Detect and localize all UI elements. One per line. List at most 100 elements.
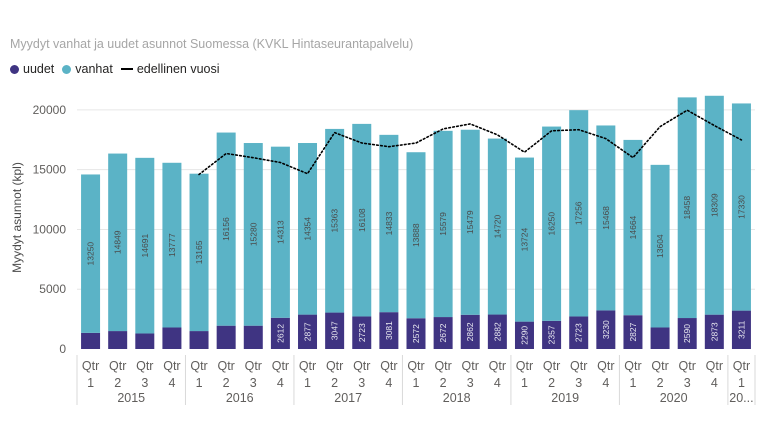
bar-uudet bbox=[189, 331, 209, 349]
x-tick-label-quarter: Qtr bbox=[516, 359, 533, 373]
data-label-vanhat: 17330 bbox=[736, 195, 746, 219]
bar-vanhat bbox=[569, 110, 589, 317]
x-tick-label-number: 1 bbox=[413, 376, 420, 390]
x-tick-label-number: 2 bbox=[440, 376, 447, 390]
x-year-label: 2017 bbox=[334, 391, 362, 405]
legend-label-edellinen: edellinen vuosi bbox=[136, 62, 220, 76]
bar-uudet bbox=[731, 310, 751, 349]
data-label-uudet: 2882 bbox=[492, 322, 502, 341]
x-year-label: 2020 bbox=[660, 391, 688, 405]
data-label-uudet: 2873 bbox=[709, 322, 719, 341]
y-tick-label: 0 bbox=[59, 342, 66, 356]
x-tick-label-quarter: Qtr bbox=[190, 359, 207, 373]
data-label-uudet: 2862 bbox=[465, 322, 475, 341]
x-tick-label-quarter: Qtr bbox=[462, 359, 479, 373]
x-tick-label-number: 2 bbox=[223, 376, 230, 390]
x-tick-label-quarter: Qtr bbox=[570, 359, 587, 373]
data-label-vanhat: 18458 bbox=[682, 196, 692, 220]
x-tick-label-number: 3 bbox=[467, 376, 474, 390]
data-label-vanhat: 13165 bbox=[194, 240, 204, 264]
x-tick-label-quarter: Qtr bbox=[624, 359, 641, 373]
data-label-uudet: 3230 bbox=[601, 320, 611, 339]
legend-item-vanhat[interactable]: vanhat bbox=[62, 62, 113, 76]
data-label-vanhat: 16108 bbox=[357, 208, 367, 232]
bar-uudet bbox=[704, 314, 724, 349]
legend-item-uudet[interactable]: uudet bbox=[10, 62, 54, 76]
data-label-uudet: 2590 bbox=[682, 324, 692, 343]
x-tick-label-quarter: Qtr bbox=[733, 359, 750, 373]
bar-vanhat bbox=[162, 162, 182, 328]
x-tick-label-number: 1 bbox=[738, 376, 745, 390]
bar-uudet bbox=[162, 327, 182, 349]
data-label-vanhat: 15579 bbox=[438, 212, 448, 236]
x-tick-label-quarter: Qtr bbox=[706, 359, 723, 373]
x-year-label: 2018 bbox=[443, 391, 471, 405]
x-tick-label-quarter: Qtr bbox=[434, 359, 451, 373]
x-tick-label-quarter: Qtr bbox=[489, 359, 506, 373]
y-tick-label: 5000 bbox=[39, 282, 66, 296]
data-label-vanhat: 15479 bbox=[465, 210, 475, 234]
data-label-uudet: 2827 bbox=[628, 322, 638, 341]
data-label-uudet: 2612 bbox=[275, 324, 285, 343]
data-label-uudet: 2672 bbox=[438, 323, 448, 342]
bar-uudet bbox=[596, 310, 616, 349]
x-tick-label-number: 2 bbox=[331, 376, 338, 390]
data-label-vanhat: 14833 bbox=[384, 211, 394, 235]
x-tick-label-quarter: Qtr bbox=[136, 359, 153, 373]
bar-vanhat bbox=[108, 153, 128, 332]
x-tick-label-quarter: Qtr bbox=[597, 359, 614, 373]
bar-vanhat bbox=[243, 143, 263, 326]
x-tick-label-number: 3 bbox=[250, 376, 257, 390]
x-tick-label-quarter: Qtr bbox=[163, 359, 180, 373]
x-tick-label-number: 3 bbox=[358, 376, 365, 390]
x-tick-label-number: 2 bbox=[114, 376, 121, 390]
legend: uudet vanhat edellinen vuosi bbox=[10, 60, 228, 78]
bar-uudet bbox=[406, 318, 426, 349]
bar-vanhat bbox=[487, 138, 507, 315]
data-label-uudet: 2877 bbox=[303, 322, 313, 341]
data-label-vanhat: 14720 bbox=[492, 214, 502, 238]
bar-vanhat bbox=[135, 157, 155, 334]
legend-item-edellinen[interactable]: edellinen vuosi bbox=[120, 62, 220, 76]
y-tick-label: 15000 bbox=[33, 163, 67, 177]
x-tick-label-number: 3 bbox=[141, 376, 148, 390]
bar-uudet bbox=[298, 314, 318, 349]
bar-vanhat bbox=[542, 126, 562, 321]
x-tick-label-quarter: Qtr bbox=[82, 359, 99, 373]
bar-uudet bbox=[514, 321, 534, 349]
data-label-uudet: 2723 bbox=[574, 323, 584, 342]
bar-uudet bbox=[650, 327, 670, 349]
x-year-label: 20... bbox=[729, 391, 753, 405]
bar-uudet bbox=[270, 317, 290, 349]
x-tick-label-number: 2 bbox=[657, 376, 664, 390]
y-tick-label: 20000 bbox=[33, 103, 67, 117]
x-tick-label-number: 1 bbox=[87, 376, 94, 390]
bar-vanhat bbox=[189, 173, 209, 332]
bar-uudet bbox=[569, 316, 589, 349]
x-tick-label-quarter: Qtr bbox=[245, 359, 262, 373]
x-tick-label-quarter: Qtr bbox=[272, 359, 289, 373]
x-tick-label-quarter: Qtr bbox=[109, 359, 126, 373]
data-label-vanhat: 13604 bbox=[655, 234, 665, 258]
x-tick-label-quarter: Qtr bbox=[651, 359, 668, 373]
bar-vanhat bbox=[623, 139, 643, 316]
bar-uudet bbox=[433, 317, 453, 349]
line-edellinen-vuosi bbox=[198, 109, 743, 176]
legend-swatch-uudet bbox=[10, 64, 19, 74]
x-tick-label-quarter: Qtr bbox=[217, 359, 234, 373]
bar-uudet bbox=[677, 318, 697, 349]
legend-swatch-vanhat bbox=[62, 64, 72, 74]
bar-uudet bbox=[81, 332, 101, 349]
x-tick-label-quarter: Qtr bbox=[380, 359, 397, 373]
data-label-uudet: 2723 bbox=[357, 323, 367, 342]
legend-label-uudet: uudet bbox=[23, 62, 55, 76]
data-label-uudet: 3047 bbox=[330, 321, 340, 340]
data-label-vanhat: 14849 bbox=[113, 230, 123, 254]
bar-vanhat bbox=[596, 125, 616, 311]
data-label-uudet: 2290 bbox=[519, 326, 529, 345]
bar-vanhat bbox=[216, 132, 236, 326]
bar-vanhat bbox=[325, 128, 345, 313]
bar-vanhat bbox=[406, 152, 426, 319]
data-label-vanhat: 13250 bbox=[86, 242, 96, 266]
